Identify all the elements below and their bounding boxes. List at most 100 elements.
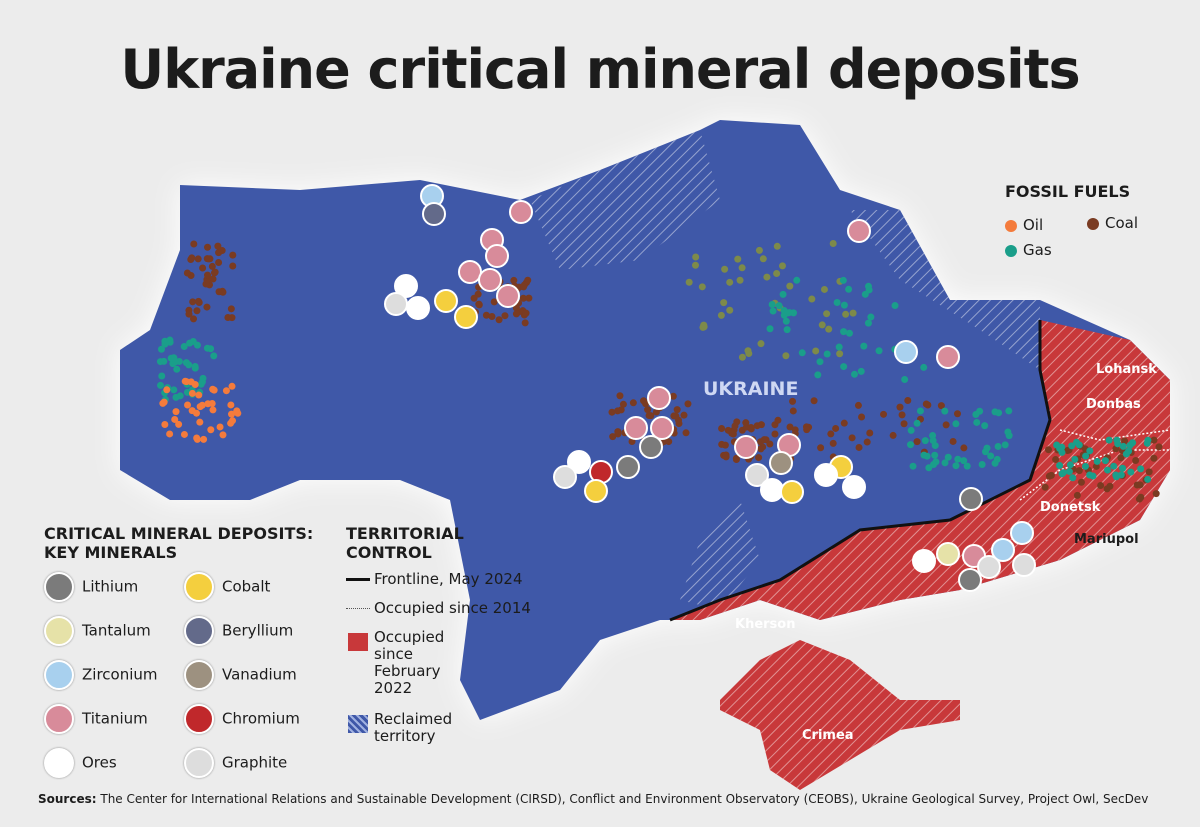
deposit-dot	[510, 276, 518, 284]
deposit-dot	[991, 408, 999, 416]
text: Oil	[1023, 216, 1044, 234]
deposit-dot	[973, 418, 981, 426]
deposit-dot	[1129, 439, 1137, 447]
deposit-dot	[1068, 442, 1076, 450]
deposit-dot	[183, 269, 191, 277]
mineral-icon	[842, 475, 866, 499]
deposit-dot	[189, 298, 197, 306]
deposit-dot	[215, 258, 223, 266]
text: Occupied since February 2022	[374, 628, 445, 697]
deposit-dot	[1052, 456, 1060, 464]
deposit-dot	[1103, 485, 1111, 493]
fossil-legend: FOSSIL FUELS Oil Coal Gas	[1005, 182, 1185, 259]
deposit-dot	[210, 352, 218, 360]
deposit-dot	[981, 448, 989, 456]
deposit-dot	[1086, 447, 1094, 455]
deposit-dot	[1110, 462, 1118, 470]
mineral-icon	[769, 451, 793, 475]
deposit-dot	[522, 309, 530, 317]
deposit-dot	[196, 403, 204, 411]
deposit-dot	[840, 419, 848, 427]
deposit-dot	[167, 354, 175, 362]
deposit-dot	[1117, 454, 1125, 462]
map-label: Mariupol	[1074, 532, 1139, 547]
deposit-dot	[219, 431, 227, 439]
deposit-dot	[907, 441, 915, 449]
deposit-dot	[848, 434, 856, 442]
deposit-dot	[519, 294, 527, 302]
deposit-dot	[228, 382, 236, 390]
deposit-dot	[205, 255, 213, 263]
legend-label: Lithium	[82, 577, 139, 596]
deposit-dot	[783, 326, 791, 334]
mineral-icon	[936, 542, 960, 566]
deposit-dot	[789, 407, 797, 415]
deposit-dot	[208, 262, 216, 270]
deposit-dot	[227, 401, 235, 409]
deposit-dot	[172, 408, 180, 416]
mineral-icon	[1012, 553, 1036, 577]
deposit-dot	[845, 285, 853, 293]
deposit-dot	[854, 401, 862, 409]
deposit-dot	[954, 455, 962, 463]
deposit-dot	[203, 344, 211, 352]
map-label: Kherson	[735, 617, 796, 632]
reclaimed-area	[530, 130, 720, 270]
deposit-dot	[863, 438, 871, 446]
deposit-dot	[755, 454, 763, 462]
deposit-dot	[909, 462, 917, 470]
legend-item: Oil	[1005, 216, 1043, 234]
crimea-hatch	[720, 640, 960, 790]
deposit-dot	[1150, 454, 1158, 462]
deposit-dot	[941, 407, 949, 415]
deposit-dot	[490, 298, 498, 306]
deposit-dot	[1113, 436, 1121, 444]
deposit-dot	[726, 306, 734, 314]
deposit-dot	[203, 303, 211, 311]
deposit-dot	[726, 278, 734, 286]
deposit-dot	[818, 321, 826, 329]
deposit-dot	[166, 336, 174, 344]
deposit-dot	[1045, 472, 1053, 480]
deposit-dot	[1077, 478, 1085, 486]
mineral-icon	[422, 202, 446, 226]
deposit-dot	[158, 372, 166, 380]
deposit-dot	[721, 265, 729, 273]
legend-label: Vanadium	[222, 665, 297, 684]
deposit-dot	[833, 298, 841, 306]
deposit-dot	[1101, 457, 1109, 465]
legend-item: Coal	[1087, 214, 1138, 232]
mineral-icon	[650, 416, 674, 440]
mineral-icon	[553, 465, 577, 489]
deposit-dot	[875, 347, 883, 355]
legend-item: Occupied since 2014	[346, 599, 531, 617]
deposit-dot	[849, 309, 857, 317]
mineral-icon	[624, 416, 648, 440]
deposit-dot	[685, 278, 693, 286]
legend-label: Graphite	[222, 753, 288, 772]
deposit-dot	[757, 421, 765, 429]
mineral-icons	[384, 184, 1036, 592]
deposit-dot	[860, 342, 868, 350]
deposit-dot	[216, 423, 224, 431]
deposit-dot	[173, 365, 181, 373]
deposit-dot	[773, 242, 781, 250]
mineral-icon	[760, 478, 784, 502]
deposit-dot	[864, 282, 872, 290]
deposit-dot	[913, 438, 921, 446]
deposit-dot	[204, 271, 212, 279]
deposit-dot	[913, 419, 921, 427]
deposit-dot	[1127, 468, 1135, 476]
deposit-dot	[196, 418, 204, 426]
deposit-dot	[1112, 471, 1120, 479]
deposit-dot	[763, 273, 771, 281]
deposit-dot	[960, 457, 968, 465]
deposit-dot	[820, 285, 828, 293]
deposit-dot	[190, 315, 198, 323]
line-2014	[1019, 449, 1170, 501]
deposit-dot	[823, 350, 831, 358]
deposit-dot	[209, 275, 217, 283]
deposit-dot	[720, 299, 728, 307]
deposit-dot	[960, 444, 968, 452]
deposit-dot	[161, 420, 169, 428]
